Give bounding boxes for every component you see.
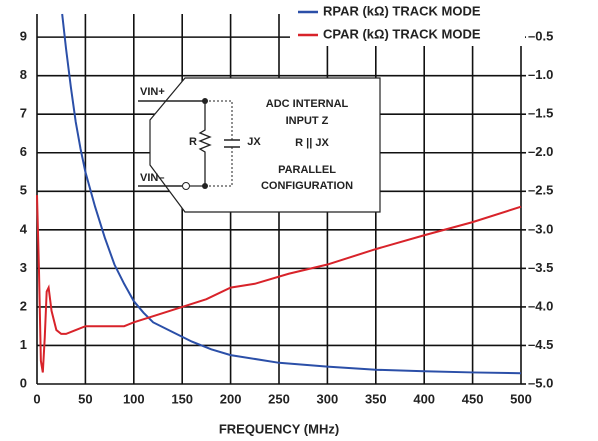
y2-tick-label: –4.5 bbox=[528, 337, 553, 352]
x-axis-label: FREQUENCY (MHz) bbox=[219, 421, 339, 436]
y2-tick-label: –2.5 bbox=[528, 183, 553, 198]
x-tick-label: 350 bbox=[365, 391, 387, 406]
x-tick-label: 250 bbox=[268, 391, 290, 406]
x-tick-label: 400 bbox=[413, 391, 435, 406]
x-tick-label: 300 bbox=[317, 391, 339, 406]
series-line bbox=[61, 13, 522, 375]
series-group bbox=[36, 195, 522, 373]
y-tick-label: 7 bbox=[20, 106, 27, 121]
y2-tick-label: –5.0 bbox=[528, 375, 553, 390]
y-tick-label: 2 bbox=[20, 298, 27, 313]
y-tick-label: 0 bbox=[20, 375, 27, 390]
x-tick-label: 500 bbox=[510, 391, 532, 406]
y2-tick-label: –4.0 bbox=[528, 298, 553, 313]
legend-box bbox=[290, 0, 525, 46]
y2-tick-label: –2.0 bbox=[528, 144, 553, 159]
y2-tick-label: –1.0 bbox=[528, 67, 553, 82]
annotation: VIN– bbox=[140, 172, 164, 184]
annotation: INPUT Z bbox=[286, 115, 329, 127]
x-tick-label: 200 bbox=[220, 391, 242, 406]
x-tick-label: 150 bbox=[171, 391, 193, 406]
inset-box bbox=[149, 77, 381, 213]
legend-label: CPAR (kΩ) TRACK MODE bbox=[323, 26, 481, 41]
y-tick-label: 5 bbox=[20, 183, 27, 198]
y2-tick-label: –0.5 bbox=[528, 29, 553, 44]
annotation: ADC INTERNAL bbox=[266, 98, 349, 110]
y-tick-label: 9 bbox=[20, 29, 27, 44]
annotation: R || JX bbox=[295, 137, 329, 149]
y2-tick-label: –3.0 bbox=[528, 221, 553, 236]
y-tick-label: 3 bbox=[20, 260, 27, 275]
x-tick-label: 450 bbox=[462, 391, 484, 406]
series-line bbox=[36, 195, 522, 373]
resistor bbox=[198, 101, 212, 186]
legend-label: RPAR (kΩ) TRACK MODE bbox=[323, 3, 481, 18]
wire bbox=[205, 100, 233, 140]
y2-tick-label: –1.5 bbox=[528, 106, 553, 121]
y-tick-label: 1 bbox=[20, 337, 27, 352]
annotation: VIN+ bbox=[140, 86, 165, 98]
y-tick-label: 4 bbox=[20, 221, 28, 236]
wire bbox=[205, 147, 233, 187]
terminal bbox=[182, 182, 190, 190]
annotation: PARALLEL bbox=[278, 164, 336, 176]
y-tick-label: 8 bbox=[20, 67, 27, 82]
y2-tick-label: –3.5 bbox=[528, 260, 553, 275]
node bbox=[202, 183, 208, 189]
x-tick-label: 0 bbox=[33, 391, 40, 406]
x-tick-label: 100 bbox=[123, 391, 145, 406]
annotation: JX bbox=[247, 136, 261, 148]
y-tick-label: 6 bbox=[20, 144, 27, 159]
inset-diagram bbox=[138, 77, 381, 213]
series-group bbox=[61, 13, 522, 375]
x-tick-label: 50 bbox=[78, 391, 92, 406]
annotation: CONFIGURATION bbox=[261, 180, 353, 192]
node bbox=[202, 98, 208, 104]
annotation: R bbox=[189, 136, 197, 148]
